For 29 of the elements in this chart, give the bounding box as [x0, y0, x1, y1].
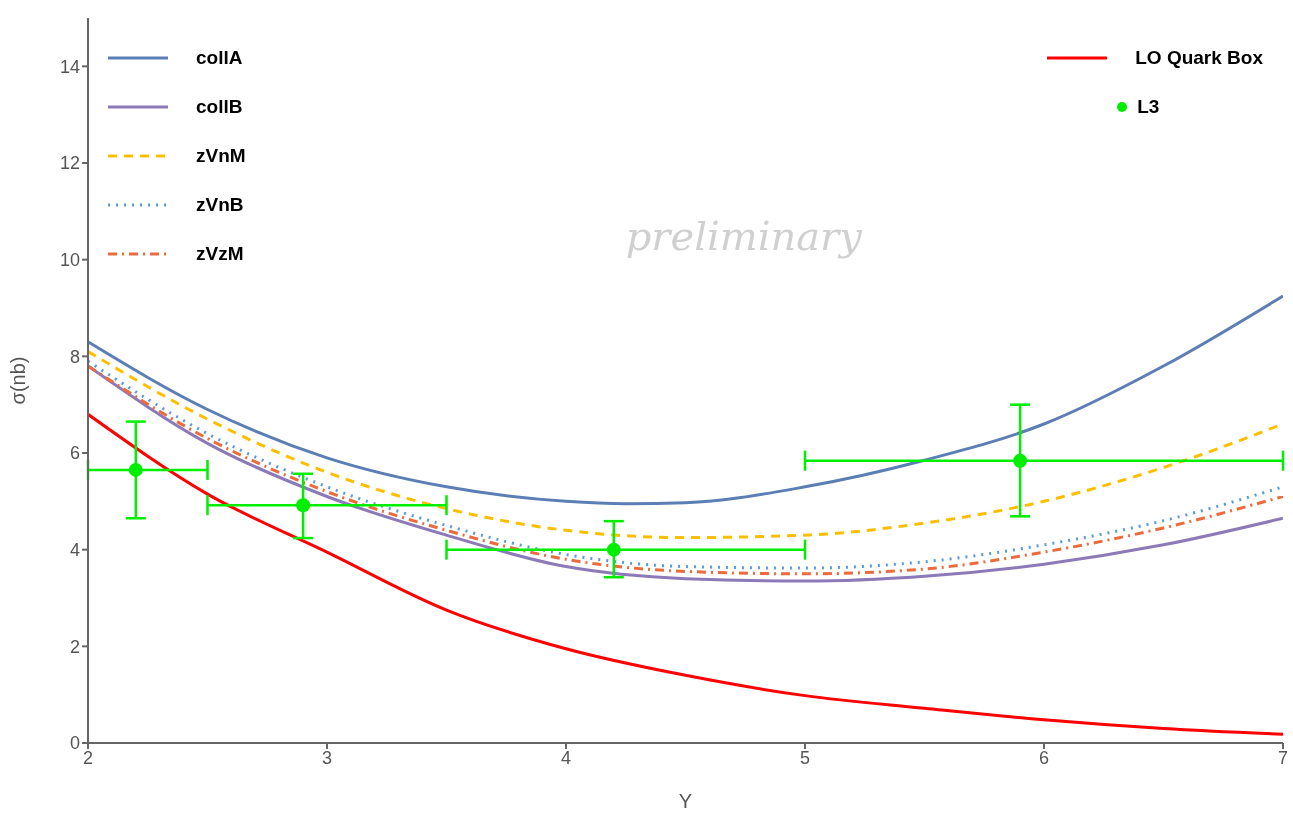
legend-label: collB: [196, 95, 243, 118]
x-tick-label: 6: [1038, 747, 1050, 768]
legend-label: zVzM: [196, 242, 244, 265]
point: [1013, 453, 1028, 468]
x-tick-label: 4: [560, 747, 572, 768]
legend-label: collA: [196, 46, 243, 69]
legend-label: L3: [1137, 95, 1160, 118]
x-tick-label: 3: [321, 747, 333, 768]
y-tick-label: 12: [59, 153, 80, 174]
legend-label: zVnM: [196, 144, 246, 167]
x-tick-label: 2: [82, 747, 94, 768]
x-axis-title: Y: [678, 790, 693, 812]
y-tick-label: 14: [59, 56, 80, 77]
y-tick-label: 8: [69, 346, 80, 367]
legend-label: LO Quark Box: [1135, 46, 1263, 69]
point: [606, 542, 621, 557]
point: [128, 462, 143, 477]
x-tick-label: 5: [799, 747, 811, 768]
legend-label: zVnB: [196, 193, 244, 216]
x-tick-label: 7: [1277, 747, 1289, 768]
y-axis-title: σ(nb): [7, 356, 30, 405]
y-tick-label: 10: [59, 250, 80, 271]
point: [296, 498, 311, 513]
y-tick-label: 0: [69, 733, 80, 754]
y-tick-label: 2: [69, 636, 80, 657]
line-series: [88, 294, 1283, 506]
y-tick-label: 6: [69, 443, 80, 464]
line-series: [88, 412, 1283, 736]
y-tick-label: 4: [69, 540, 80, 561]
